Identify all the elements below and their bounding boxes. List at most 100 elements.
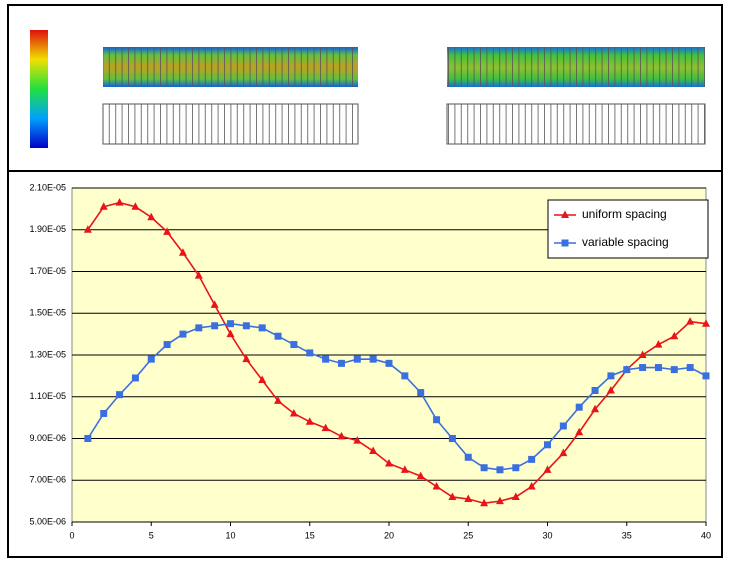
y-tick-label: 1.30E-05: [29, 349, 66, 359]
marker: [290, 341, 298, 349]
marker: [226, 329, 235, 338]
x-tick-label: 10: [225, 530, 235, 540]
y-tick-label: 1.70E-05: [29, 266, 66, 276]
marker: [337, 431, 346, 440]
mesh-lines: [103, 104, 358, 144]
marker: [686, 317, 695, 325]
legend-box: [547, 199, 709, 259]
x-tick-label: 20: [384, 530, 394, 540]
marker: [670, 331, 679, 340]
marker: [116, 391, 124, 399]
marker: [417, 389, 425, 397]
marker: [702, 319, 710, 327]
marker: [448, 435, 456, 442]
marker: [400, 465, 409, 473]
marker: [289, 408, 298, 417]
marker: [448, 492, 457, 500]
marker: [591, 404, 600, 413]
mesh-lines: [447, 47, 705, 87]
marker: [591, 386, 599, 394]
marker: [623, 366, 631, 374]
x-tick-label: 35: [622, 530, 632, 540]
marker: [178, 248, 187, 256]
marker: [274, 332, 282, 340]
marker: [638, 350, 647, 358]
marker: [686, 364, 694, 372]
marker: [337, 359, 345, 367]
marker: [100, 409, 108, 417]
x-tick-label: 5: [149, 530, 154, 540]
marker: [179, 330, 187, 338]
marker: [606, 385, 615, 394]
marker: [274, 396, 283, 404]
y-tick-label: 1.90E-05: [29, 224, 66, 234]
legend-label: variable spacing: [582, 235, 669, 249]
marker: [242, 322, 250, 330]
marker: [464, 494, 473, 503]
marker: [385, 359, 393, 367]
marker: [559, 448, 568, 457]
marker: [432, 482, 441, 490]
marker: [147, 355, 155, 363]
marker: [258, 324, 266, 332]
marker: [195, 324, 203, 332]
y-tick-label: 9.00E-06: [29, 433, 66, 443]
x-tick-label: 30: [542, 530, 552, 540]
mesh-lines: [447, 104, 705, 144]
marker: [306, 349, 314, 357]
marker: [84, 435, 92, 442]
marker: [654, 340, 663, 348]
marker: [385, 459, 393, 467]
marker: [654, 364, 662, 372]
x-tick-label: 0: [69, 530, 74, 540]
marker: [321, 423, 330, 432]
marker: [528, 455, 536, 463]
marker: [353, 436, 362, 444]
marker: [544, 441, 551, 449]
marker: [305, 417, 314, 425]
marker: [575, 427, 584, 436]
y-tick-label: 7.00E-06: [29, 475, 66, 485]
colorbar: [30, 30, 48, 148]
marker: [433, 416, 441, 424]
marker: [227, 320, 234, 328]
marker: [163, 227, 172, 235]
legend-marker: [561, 210, 569, 218]
marker: [416, 471, 425, 480]
marker: [496, 466, 504, 474]
marker: [353, 355, 361, 363]
marker: [131, 374, 139, 382]
marker: [480, 498, 489, 507]
marker: [163, 341, 171, 349]
legend-marker: [561, 239, 569, 247]
marker: [369, 355, 377, 363]
x-tick-label: 40: [701, 530, 711, 540]
marker: [401, 372, 409, 380]
series: [83, 198, 710, 507]
mesh-lines: [103, 47, 358, 87]
marker: [559, 422, 567, 430]
marker: [322, 355, 330, 363]
marker: [527, 482, 536, 490]
marker: [258, 375, 267, 384]
y-tick-label: 1.10E-05: [29, 391, 66, 401]
marker: [83, 225, 92, 233]
line: [87, 322, 707, 471]
contour-panel: [30, 30, 706, 148]
series: [84, 320, 710, 474]
marker: [575, 403, 583, 411]
marker: [543, 465, 552, 473]
marker: [639, 364, 647, 372]
legend-label: uniform spacing: [582, 207, 667, 221]
y-tick-label: 2.10E-05: [29, 182, 66, 192]
y-tick-label: 5.00E-06: [29, 516, 66, 526]
marker: [670, 366, 678, 374]
marker: [99, 202, 108, 210]
marker: [480, 464, 488, 472]
marker: [607, 372, 615, 380]
marker: [512, 464, 520, 472]
marker: [702, 372, 710, 380]
marker: [211, 322, 219, 330]
marker: [369, 446, 378, 455]
